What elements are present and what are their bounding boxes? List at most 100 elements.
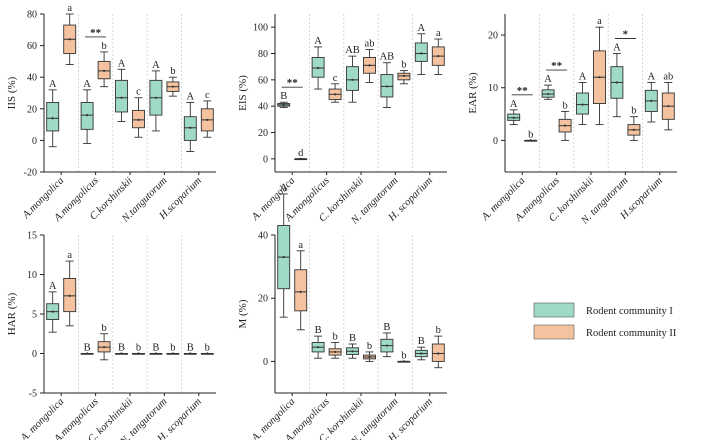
y-tick-label: 5 — [32, 310, 37, 321]
y-tick-label: 20 — [258, 294, 268, 305]
median-point — [103, 69, 106, 72]
median-point — [368, 355, 371, 359]
group-letter: a — [436, 28, 441, 39]
group-letter: b — [528, 129, 533, 140]
group-letter: AB — [380, 52, 395, 63]
median-point — [512, 116, 515, 119]
median-point — [615, 81, 619, 84]
median-point — [299, 157, 302, 160]
median-point — [282, 103, 285, 106]
group-letter: B — [84, 343, 91, 354]
median-point — [206, 352, 209, 355]
median-point — [385, 344, 388, 347]
y-tick-label: 10 — [488, 83, 498, 94]
significance-mark: ** — [90, 27, 102, 39]
median-point — [51, 310, 54, 313]
group-letter: A — [49, 281, 57, 292]
median-point — [402, 74, 405, 77]
group-letter: B — [118, 343, 125, 354]
y-tick-label: 10 — [27, 270, 37, 281]
y-tick-label: 60 — [27, 41, 37, 52]
median-point — [86, 114, 89, 117]
significance-mark: ** — [287, 77, 299, 89]
y-tick-label: 20 — [27, 104, 37, 115]
group-letter: A — [648, 71, 656, 82]
median-point — [385, 85, 388, 88]
median-point — [51, 117, 54, 120]
group-letter: B — [383, 322, 390, 333]
group-letter: B — [418, 336, 425, 347]
median-point — [334, 93, 337, 96]
group-letter: b — [401, 60, 406, 71]
group-letter: A — [579, 71, 587, 82]
y-tick-label: 40 — [27, 73, 37, 84]
group-letter: A — [152, 60, 160, 71]
group-letter: AB — [345, 45, 360, 56]
group-letter: a — [67, 250, 72, 261]
y-tick-label: 40 — [258, 102, 268, 113]
group-letter: a — [298, 240, 303, 251]
group-letter: b — [367, 341, 372, 352]
group-letter: A — [83, 79, 91, 90]
legend-label-community-1: Rodent community I — [586, 306, 673, 317]
y-axis-label: IIS (%) — [6, 76, 18, 109]
group-letter: A — [187, 91, 195, 102]
y-axis-label: HAR (%) — [6, 292, 18, 335]
median-point — [368, 64, 371, 67]
group-letter: b — [170, 343, 175, 354]
y-tick-label: 0 — [32, 136, 37, 147]
group-letter: A — [510, 99, 518, 110]
box-community-1 — [346, 66, 359, 91]
legend-label-community-2: Rodent community II — [586, 328, 677, 339]
median-point — [547, 92, 550, 96]
group-letter: c — [136, 87, 141, 98]
median-point — [632, 128, 636, 131]
median-point — [282, 256, 285, 259]
median-point — [189, 352, 192, 355]
group-letter: B — [349, 333, 356, 344]
y-tick-label: 0 — [32, 349, 37, 360]
median-point — [103, 346, 106, 349]
median-point — [317, 346, 320, 349]
group-letter: A — [280, 183, 288, 194]
legend-swatch-community-2 — [533, 324, 575, 340]
median-point — [171, 85, 174, 88]
group-letter: A — [49, 79, 57, 90]
group-letter: B — [152, 343, 159, 354]
median-point — [206, 118, 209, 121]
box-community-1 — [115, 79, 128, 113]
median-point — [137, 118, 140, 121]
group-letter: a — [597, 16, 602, 27]
median-point — [299, 290, 302, 293]
median-point — [598, 76, 601, 79]
group-letter: b — [136, 343, 141, 354]
significance-mark: ** — [517, 85, 529, 97]
median-point — [420, 52, 423, 55]
median-point — [650, 99, 653, 102]
median-point — [68, 294, 71, 297]
y-tick-label: 40 — [258, 231, 268, 242]
median-point — [402, 360, 405, 363]
y-axis-label: EAR (%) — [467, 72, 479, 114]
box-community-2 — [294, 269, 308, 312]
box-community-1 — [414, 42, 428, 62]
median-point — [171, 352, 174, 355]
group-letter: A — [118, 58, 126, 69]
y-tick-label: 20 — [258, 128, 268, 139]
legend-swatch-community-1 — [533, 302, 575, 318]
median-point — [564, 124, 567, 127]
group-letter: a — [67, 3, 72, 14]
median-point — [154, 96, 157, 99]
group-letter: c — [333, 73, 338, 84]
y-axis-label: EIS (%) — [237, 75, 249, 111]
group-letter: B — [280, 91, 287, 102]
group-letter: B — [315, 325, 322, 336]
median-point — [137, 352, 140, 355]
group-letter: A — [418, 23, 426, 34]
median-point — [317, 66, 320, 70]
